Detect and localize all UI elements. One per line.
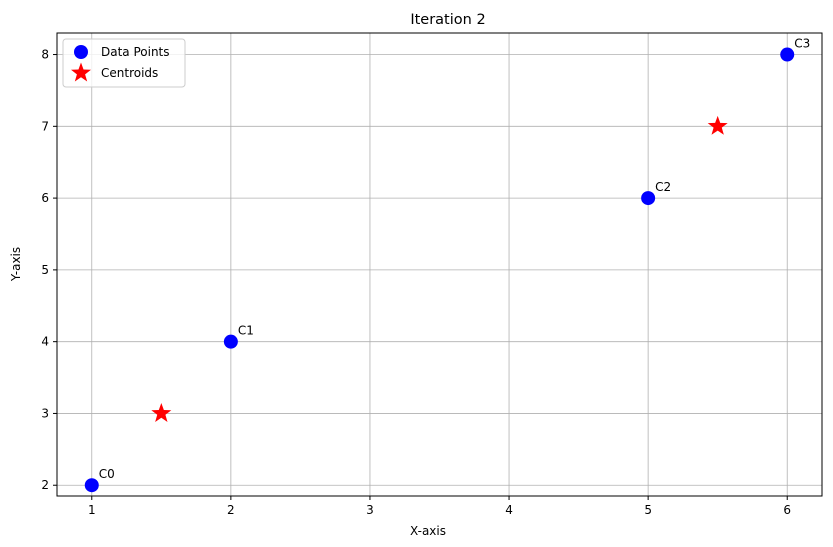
- data-point: [223, 334, 238, 349]
- data-point: [84, 478, 99, 493]
- y-tick-label: 3: [41, 406, 49, 420]
- legend-box: [62, 38, 186, 88]
- point-label: C2: [655, 180, 671, 194]
- y-tick-label: 6: [41, 191, 49, 205]
- y-tick-label: 4: [41, 335, 49, 349]
- x-tick-label: 1: [88, 503, 96, 517]
- data-point: [780, 47, 795, 62]
- legend-label: Data Points: [101, 45, 170, 59]
- legend: Data Points Centroids: [62, 38, 186, 88]
- point-label: C3: [794, 37, 810, 51]
- y-tick-label: 7: [41, 119, 49, 133]
- point-label: C1: [238, 324, 254, 338]
- x-tick-label: 3: [366, 503, 374, 517]
- x-tick-label: 5: [644, 503, 652, 517]
- data-point: [641, 191, 656, 206]
- y-axis-label: Y-axis: [9, 247, 23, 282]
- legend-marker-data-points: [74, 45, 88, 59]
- legend-marker-centroids: [71, 62, 91, 82]
- legend-label: Centroids: [101, 66, 158, 80]
- axis-ticks: 1 2 3 4 5 6 2 3 4 5 6 7 8: [41, 48, 791, 517]
- x-tick-label: 2: [227, 503, 235, 517]
- point-label: C0: [99, 467, 115, 481]
- y-tick-label: 5: [41, 263, 49, 277]
- y-tick-label: 2: [41, 478, 49, 492]
- x-tick-label: 4: [505, 503, 513, 517]
- centroid-star: [151, 402, 172, 422]
- grid: [57, 33, 822, 496]
- data-marks: C0 C1 C2 C3: [84, 37, 810, 493]
- centroid-star: [707, 115, 728, 135]
- y-tick-label: 8: [41, 48, 49, 62]
- x-axis-label: X-axis: [410, 524, 446, 538]
- plot-area-frame: [56, 32, 823, 497]
- x-tick-label: 6: [783, 503, 791, 517]
- chart-title: Iteration 2: [410, 12, 485, 28]
